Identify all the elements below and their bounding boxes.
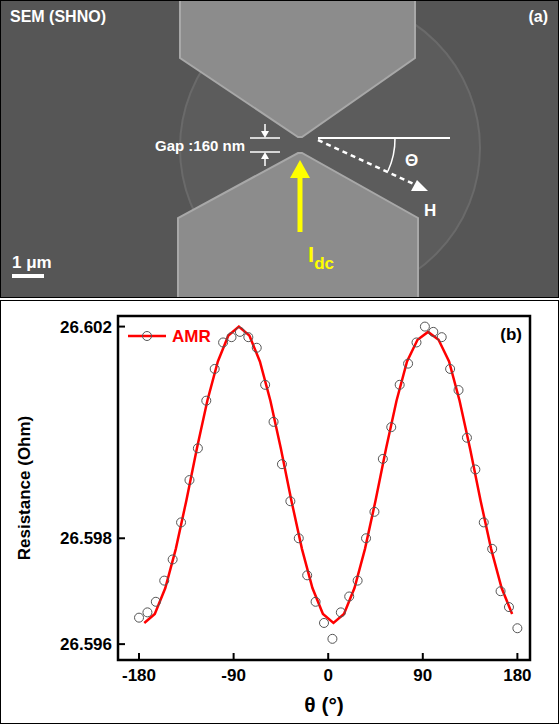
- plot-frame: [118, 316, 530, 660]
- data-point: [504, 603, 513, 612]
- data-point: [269, 417, 278, 426]
- legend-line: [128, 335, 166, 338]
- data-point: [193, 444, 202, 453]
- field-label: H: [424, 201, 436, 220]
- legend-marker: [143, 332, 152, 341]
- data-point: [311, 597, 320, 606]
- data-point: [177, 518, 186, 527]
- current-subscript: dc: [314, 254, 334, 273]
- data-point: [261, 380, 270, 389]
- scale-bar: [12, 274, 44, 278]
- data-point: [135, 613, 144, 622]
- data-point: [454, 386, 463, 395]
- panel-a-frame: [1, 1, 559, 298]
- data-point: [395, 380, 404, 389]
- data-point: [336, 608, 345, 617]
- y-axis-title: Resistance (Ohm): [15, 416, 34, 561]
- data-point: [488, 544, 497, 553]
- data-point: [227, 333, 236, 342]
- x-tick-label: -90: [221, 666, 246, 685]
- field-arrowhead: [411, 180, 428, 191]
- data-point: [513, 624, 522, 633]
- x-tick-label: 180: [503, 666, 531, 685]
- data-point: [244, 333, 253, 342]
- data-point: [462, 433, 471, 442]
- current-arrow: [298, 175, 303, 232]
- data-point: [362, 534, 371, 543]
- reference-line: [318, 137, 450, 139]
- data-point: [320, 618, 329, 627]
- current-label: Idc: [308, 242, 334, 273]
- data-point: [446, 364, 455, 373]
- angle-label: Θ: [405, 151, 418, 170]
- data-point: [185, 476, 194, 485]
- panel-title: SEM (SHNO): [10, 8, 106, 25]
- x-tick-label: -180: [122, 666, 156, 685]
- data-point: [378, 454, 387, 463]
- gap-arrowhead: [261, 131, 269, 138]
- y-tick-label: 26.596: [60, 635, 112, 654]
- data-point: [303, 571, 312, 580]
- scale-bar-label: 1 μm: [12, 253, 52, 272]
- panel-b: -180 -90 0 90 180 26.596 26.598 26.602 AMR (b) θ (…: [1, 301, 559, 724]
- panel-a: Gap :160 nm Θ H Idc 1 μm SEM (SHNO) (a): [0, 0, 559, 300]
- field-arrow: [318, 140, 418, 186]
- panel-label: (b): [500, 325, 522, 344]
- data-point: [151, 597, 160, 606]
- data-point: [202, 396, 211, 405]
- x-axis-title: θ (°): [304, 693, 344, 716]
- data-point: [294, 534, 303, 543]
- legend-label: AMR: [172, 327, 211, 346]
- data-point: [496, 587, 505, 596]
- data-point: [219, 338, 228, 347]
- panel-b-frame: [1, 301, 559, 724]
- bottom-electrode: [178, 153, 418, 298]
- data-point: [370, 507, 379, 516]
- data-point: [353, 576, 362, 585]
- y-tick-label: 26.602: [60, 318, 112, 337]
- x-tick-label: 90: [413, 666, 432, 685]
- data-point: [479, 518, 488, 527]
- gap-arrowhead: [261, 152, 269, 159]
- data-point: [143, 608, 152, 617]
- data-point: [420, 322, 429, 331]
- data-point: [277, 460, 286, 469]
- data-point: [235, 327, 244, 336]
- current-arrowhead: [290, 160, 310, 178]
- data-point: [412, 338, 421, 347]
- data-point: [210, 364, 219, 373]
- figure: Gap :160 nm Θ H Idc 1 μm SEM (SHNO) (a) -180 -90…: [0, 0, 559, 724]
- data-point: [160, 576, 169, 585]
- data-point: [252, 343, 261, 352]
- panel-label: (a): [528, 8, 548, 25]
- data-point: [286, 497, 295, 506]
- y-tick-label: 26.598: [60, 529, 112, 548]
- data-point: [168, 555, 177, 564]
- data-point: [387, 423, 396, 432]
- data-point: [437, 333, 446, 342]
- data-point: [345, 592, 354, 601]
- data-point: [328, 634, 337, 643]
- x-tick-label: 0: [323, 666, 332, 685]
- data-point: [429, 327, 438, 336]
- plot-data: [135, 322, 522, 643]
- top-electrode: [180, 0, 415, 137]
- gap-label: Gap :160 nm: [155, 137, 245, 154]
- data-point: [471, 465, 480, 474]
- sem-image: [0, 0, 559, 298]
- fit-line: [144, 327, 512, 623]
- data-point: [404, 359, 413, 368]
- angle-arc: [388, 138, 395, 171]
